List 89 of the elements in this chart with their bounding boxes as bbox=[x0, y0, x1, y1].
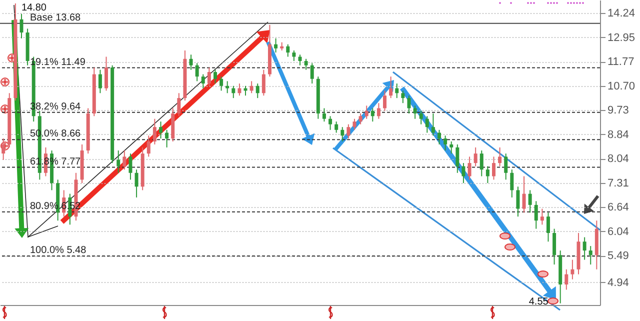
y-tick-label: 5.49 bbox=[608, 250, 629, 262]
y-tick-label: 6.64 bbox=[608, 202, 629, 214]
candlestick bbox=[158, 121, 162, 140]
candlestick bbox=[528, 190, 532, 214]
candlestick bbox=[116, 150, 120, 174]
candlestick bbox=[128, 153, 132, 180]
candlestick bbox=[122, 150, 126, 170]
y-tick-label: 6.04 bbox=[608, 226, 629, 238]
candlestick bbox=[256, 83, 260, 99]
y-tick-label: 4.94 bbox=[608, 276, 629, 289]
candlestick bbox=[292, 50, 296, 62]
candlestick bbox=[389, 76, 393, 99]
candlestick bbox=[358, 112, 362, 125]
candlestick bbox=[232, 85, 236, 99]
candlestick bbox=[419, 110, 423, 125]
y-tick-label: 14.24 bbox=[608, 8, 636, 20]
candlestick bbox=[207, 67, 211, 86]
y-tick-label: 12.95 bbox=[608, 32, 636, 44]
candlestick bbox=[238, 83, 242, 96]
candlestick bbox=[540, 208, 544, 226]
candlestick bbox=[364, 105, 368, 120]
candlestick bbox=[474, 146, 478, 167]
y-tick-label: 11.77 bbox=[608, 56, 634, 68]
candlestick bbox=[486, 166, 490, 184]
candlestick bbox=[334, 121, 338, 134]
candlestick bbox=[564, 268, 568, 290]
candlestick bbox=[201, 74, 205, 89]
candlestick bbox=[328, 116, 332, 130]
candlestick bbox=[522, 176, 526, 214]
candlestick bbox=[274, 38, 278, 54]
candlestick bbox=[340, 126, 344, 142]
candlestick bbox=[492, 156, 496, 180]
candlestick bbox=[498, 146, 502, 167]
candlestick bbox=[504, 153, 508, 180]
candlestick bbox=[552, 228, 556, 266]
candlestick bbox=[413, 105, 417, 120]
ref-line-label: 100.0% 5.48 bbox=[30, 245, 87, 256]
candlestick bbox=[582, 236, 586, 260]
candlestick bbox=[195, 62, 199, 82]
candlestick bbox=[346, 124, 350, 140]
candlestick bbox=[370, 108, 374, 122]
annotation: 4.55 bbox=[528, 296, 549, 308]
candlestick bbox=[480, 150, 484, 177]
candlestick bbox=[450, 140, 454, 154]
candlestick bbox=[546, 212, 550, 242]
y-tick-label: 8.04 bbox=[608, 153, 629, 166]
candlestick bbox=[250, 80, 254, 94]
candlestick bbox=[286, 44, 290, 58]
candlestick bbox=[407, 95, 411, 114]
candlestick bbox=[444, 135, 448, 151]
candlestick bbox=[510, 169, 514, 198]
candlestick bbox=[177, 92, 181, 117]
candlestick bbox=[425, 116, 429, 134]
candlestick bbox=[310, 62, 314, 84]
y-tick-label: 9.73 bbox=[608, 104, 629, 117]
candlestick bbox=[189, 54, 193, 70]
candlestick bbox=[146, 135, 150, 158]
candlestick bbox=[516, 186, 520, 218]
candlestick bbox=[383, 90, 387, 112]
candlestick bbox=[456, 144, 460, 174]
ref-line-label: Base 13.68 bbox=[30, 12, 82, 24]
candlestick bbox=[213, 69, 217, 84]
candlestick bbox=[134, 169, 138, 198]
candlestick bbox=[220, 76, 224, 92]
candlestick bbox=[322, 108, 326, 122]
candlestick bbox=[298, 54, 302, 66]
candlestick bbox=[98, 69, 102, 94]
candlestick bbox=[468, 156, 472, 180]
candlestick bbox=[401, 90, 405, 104]
candlestick bbox=[534, 200, 538, 230]
candlestick bbox=[304, 58, 308, 70]
candlestick bbox=[104, 56, 108, 92]
candlestick bbox=[352, 118, 356, 130]
candlestick bbox=[588, 246, 592, 266]
y-tick-label: 8.84 bbox=[608, 128, 629, 141]
candlestick bbox=[152, 118, 156, 145]
candlestick bbox=[395, 83, 399, 99]
annotation: 14.80 bbox=[21, 2, 47, 14]
candlestick bbox=[262, 69, 266, 96]
candlestick bbox=[165, 129, 169, 148]
candlestick bbox=[20, 13, 24, 39]
candlestick bbox=[376, 102, 380, 120]
candlestick bbox=[438, 129, 442, 145]
candlestick bbox=[570, 259, 574, 280]
candlestick bbox=[431, 112, 435, 136]
y-tick-label: 7.31 bbox=[608, 177, 629, 190]
candlestick bbox=[226, 80, 230, 94]
candlestick bbox=[462, 162, 466, 184]
y-tick-label: 10.70 bbox=[608, 80, 636, 92]
